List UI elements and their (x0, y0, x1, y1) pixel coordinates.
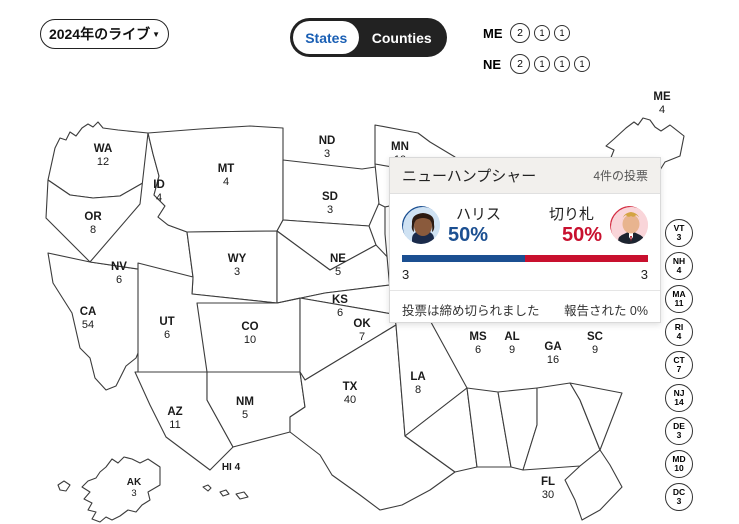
svg-text:OK: OK (353, 318, 371, 330)
svg-text:6: 6 (116, 274, 122, 286)
svg-text:OR: OR (84, 211, 102, 223)
svg-text:4: 4 (659, 104, 665, 116)
svg-text:ME: ME (653, 91, 671, 103)
svg-text:CO: CO (241, 321, 258, 333)
svg-text:NV: NV (111, 261, 127, 273)
svg-text:3: 3 (234, 266, 240, 278)
svg-text:MS: MS (469, 331, 487, 343)
svg-text:SD: SD (322, 191, 338, 203)
svg-text:3: 3 (327, 204, 333, 216)
svg-text:SC: SC (587, 331, 603, 343)
svg-text:AK: AK (127, 477, 142, 488)
svg-text:TX: TX (343, 381, 358, 393)
svg-text:HI 4: HI 4 (222, 462, 241, 473)
svg-text:8: 8 (90, 224, 96, 236)
svg-text:8: 8 (415, 384, 421, 396)
svg-text:5: 5 (335, 266, 341, 278)
svg-text:MN: MN (391, 141, 409, 153)
svg-text:ID: ID (153, 179, 165, 191)
svg-text:3: 3 (131, 488, 136, 499)
svg-text:9: 9 (592, 344, 598, 356)
svg-text:3: 3 (324, 148, 330, 160)
svg-text:NM: NM (236, 396, 254, 408)
svg-text:5: 5 (242, 409, 248, 421)
svg-text:4: 4 (156, 192, 162, 204)
svg-text:WA: WA (94, 143, 113, 155)
svg-text:6: 6 (164, 329, 170, 341)
svg-text:AZ: AZ (167, 406, 182, 418)
svg-text:4: 4 (223, 176, 229, 188)
svg-text:KS: KS (332, 294, 348, 306)
svg-text:MT: MT (218, 163, 235, 175)
svg-text:6: 6 (475, 344, 481, 356)
svg-text:AL: AL (504, 331, 519, 343)
svg-text:GA: GA (544, 341, 561, 353)
svg-text:40: 40 (344, 394, 356, 406)
svg-text:54: 54 (82, 319, 94, 331)
svg-text:CA: CA (80, 306, 97, 318)
svg-text:16: 16 (547, 354, 559, 366)
svg-text:ND: ND (319, 135, 336, 147)
svg-text:30: 30 (542, 489, 554, 501)
svg-text:FL: FL (541, 476, 555, 488)
svg-text:LA: LA (410, 371, 425, 383)
svg-text:7: 7 (359, 331, 365, 343)
svg-text:11: 11 (169, 419, 180, 431)
svg-text:UT: UT (159, 316, 174, 328)
svg-text:6: 6 (337, 307, 343, 319)
svg-text:10: 10 (244, 334, 256, 346)
svg-text:9: 9 (509, 344, 515, 356)
svg-text:NE: NE (330, 253, 346, 265)
svg-text:12: 12 (97, 156, 109, 168)
svg-text:WY: WY (228, 253, 247, 265)
